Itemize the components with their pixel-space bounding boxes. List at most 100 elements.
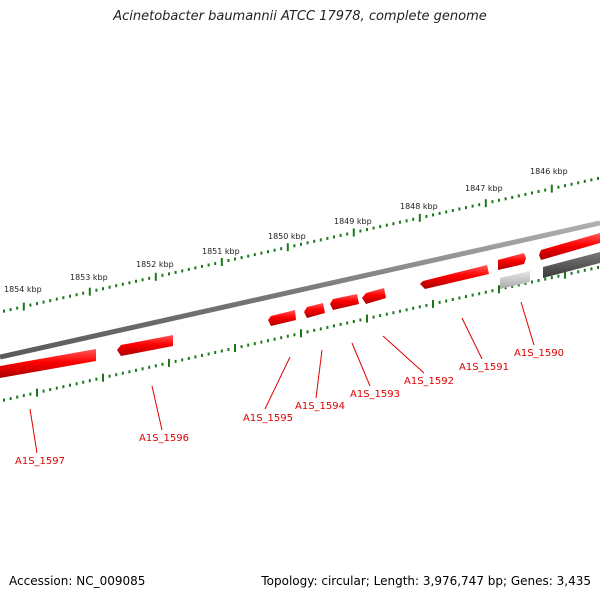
gene-arrow-A1S_1595[interactable] [268, 310, 296, 326]
pseudo-gene-dark[interactable] [543, 252, 600, 278]
minor-tick [234, 257, 236, 261]
minor-tick [207, 352, 210, 356]
minor-tick [451, 298, 454, 301]
minor-tick [29, 392, 32, 396]
minor-tick [293, 333, 296, 337]
callout-A1S_1590 [520, 301, 535, 346]
gene-arrow-A1S_1591[interactable] [420, 265, 489, 289]
minor-tick [42, 389, 45, 393]
minor-tick [359, 318, 362, 322]
minor-tick [319, 238, 322, 242]
minor-tick [280, 336, 283, 340]
minor-tick [22, 394, 25, 398]
gene-arrow-A1S_1596[interactable] [117, 335, 173, 356]
major-tick [36, 388, 38, 397]
major-tick [220, 258, 223, 266]
minor-tick [531, 280, 533, 284]
scale-label-1852: 1852 kbp [136, 260, 174, 269]
minor-tick [346, 232, 349, 236]
minor-tick [537, 279, 540, 282]
minor-tick [597, 265, 599, 269]
minor-tick [240, 256, 243, 260]
gene-arrow-A1S_1594[interactable] [304, 303, 325, 318]
minor-tick [306, 241, 309, 245]
minor-tick [392, 311, 395, 315]
callout-A1S_1597 [29, 408, 38, 454]
minor-tick [399, 220, 401, 224]
minor-tick [564, 184, 566, 188]
minor-tick [379, 225, 382, 229]
minor-tick [570, 271, 573, 275]
minor-tick [9, 397, 12, 401]
minor-tick [16, 395, 19, 399]
minor-tick [319, 327, 322, 331]
minor-tick [359, 229, 362, 233]
scale-label-1847: 1847 kbp [465, 184, 503, 193]
scale-label-1851: 1851 kbp [202, 247, 240, 256]
genome-summary-text: Topology: circular; Length: 3,976,747 bp… [261, 574, 591, 588]
minor-tick [570, 182, 573, 186]
minor-tick [55, 386, 58, 390]
scale-label-1849: 1849 kbp [334, 217, 372, 226]
major-tick [286, 243, 289, 252]
minor-tick [108, 374, 111, 378]
major-tick [234, 344, 236, 352]
minor-tick [128, 281, 131, 285]
minor-tick [478, 203, 481, 207]
minor-tick [273, 248, 276, 252]
minor-tick [161, 273, 164, 277]
minor-tick [174, 270, 177, 274]
minor-tick [267, 339, 269, 343]
callout-A1S_1595 [264, 356, 291, 410]
gene-arrow-A1S_1592[interactable] [362, 288, 386, 304]
minor-tick [471, 204, 474, 208]
minor-tick [128, 370, 131, 374]
minor-tick [412, 217, 415, 221]
minor-tick [181, 269, 184, 273]
scale-label-1854: 1854 kbp [4, 285, 42, 294]
minor-tick [577, 270, 580, 274]
minor-tick [141, 278, 144, 282]
minor-tick [3, 309, 5, 313]
major-tick [484, 199, 487, 208]
gene-arrow-forward-2[interactable] [498, 253, 526, 270]
gene-arrow-forward-1[interactable] [539, 233, 600, 260]
minor-tick [267, 250, 269, 254]
forward-features [498, 233, 600, 289]
minor-tick [194, 355, 197, 359]
minor-tick [161, 362, 164, 366]
minor-tick [491, 200, 494, 204]
minor-tick [293, 244, 296, 248]
minor-tick [451, 209, 454, 212]
minor-tick [286, 334, 289, 338]
pseudo-gene-light[interactable] [500, 271, 530, 289]
minor-tick [438, 300, 441, 304]
minor-tick [95, 377, 98, 381]
minor-tick [544, 277, 547, 281]
minor-tick [465, 206, 467, 210]
minor-tick [300, 242, 302, 246]
gene-arrow-A1S_1593[interactable] [330, 294, 359, 310]
minor-tick [352, 320, 355, 323]
major-tick [300, 329, 302, 338]
callout-A1S_1596 [151, 385, 163, 431]
minor-tick [154, 364, 157, 368]
major-tick [22, 302, 25, 311]
minor-tick [313, 239, 316, 243]
minor-tick [583, 268, 586, 272]
minor-tick [385, 312, 388, 316]
inner-tick-track [3, 265, 599, 402]
minor-tick [405, 308, 408, 312]
minor-tick [194, 266, 197, 270]
gene-arrow-A1S_1597[interactable] [0, 349, 96, 378]
minor-tick [88, 379, 91, 383]
minor-tick [590, 178, 593, 182]
gene-labels: A1S_1597 A1S_1596 A1S_1595 A1S_1594 A1S_… [15, 348, 564, 467]
minor-tick [597, 176, 599, 180]
minor-tick [491, 289, 494, 293]
minor-tick [82, 380, 85, 384]
minor-tick [69, 383, 71, 387]
gene-label-A1S_1597: A1S_1597 [15, 456, 65, 467]
gene-label-A1S_1595: A1S_1595 [243, 413, 293, 424]
